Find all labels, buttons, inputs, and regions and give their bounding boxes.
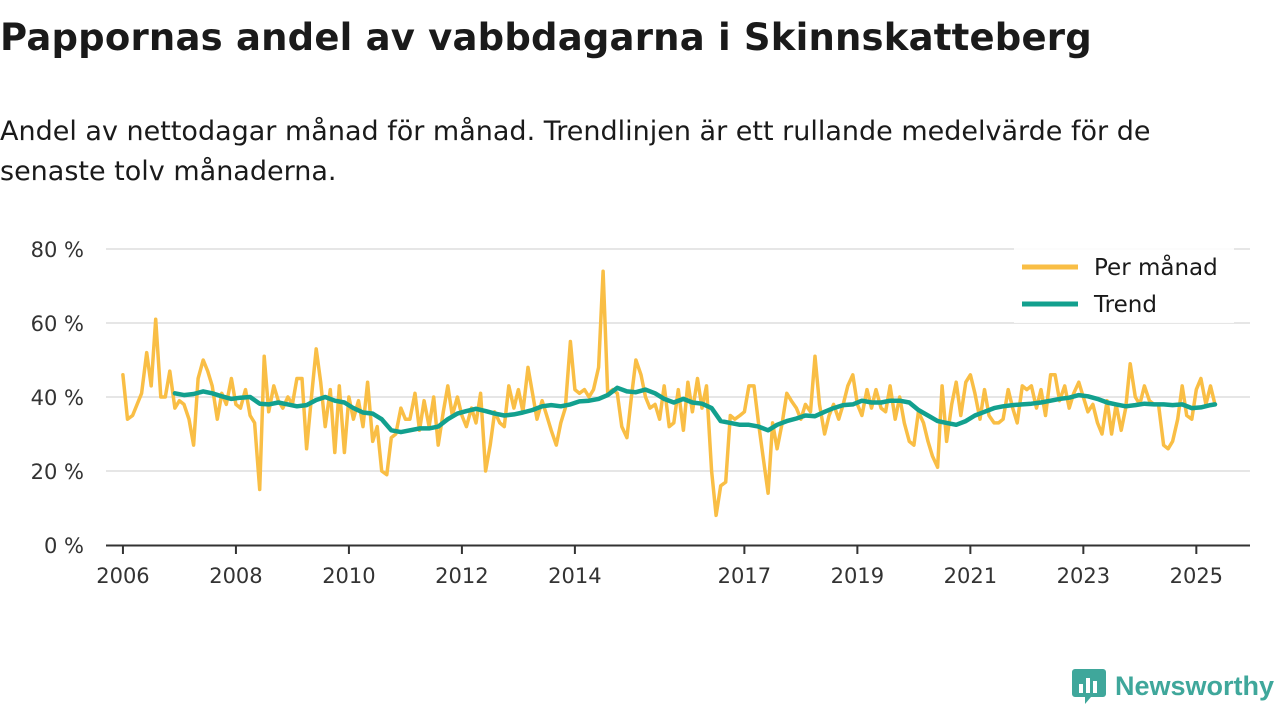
y-tick-label: 0 %: [44, 534, 84, 558]
x-tick-label: 2008: [209, 564, 262, 588]
x-tick-label: 2023: [1057, 564, 1110, 588]
x-tick-label: 2012: [435, 564, 488, 588]
x-tick-label: 2025: [1170, 564, 1223, 588]
series-line-per-manad: [121, 269, 1217, 518]
x-tick-label: 2019: [831, 564, 884, 588]
chart-title: Pappornas andel av vabbdagarna i Skinnsk…: [0, 16, 1092, 59]
newsworthy-logo-icon: [1071, 669, 1106, 704]
legend-background: [1014, 245, 1234, 323]
brand-name: Newsworthy: [1114, 670, 1274, 701]
y-tick-label: 80 %: [31, 238, 84, 262]
brand-logo: Newsworthy: [1071, 666, 1274, 706]
series-line-trend: [172, 385, 1218, 435]
legend-label-trend: Trend: [1093, 292, 1157, 318]
y-tick-label: 60 %: [31, 312, 84, 336]
y-tick-label: 20 %: [31, 460, 84, 484]
y-tick-label: 40 %: [31, 386, 84, 410]
x-tick-label: 2021: [944, 564, 997, 588]
x-tick-label: 2014: [548, 564, 601, 588]
x-tick-label: 2006: [96, 564, 149, 588]
x-tick-label: 2010: [322, 564, 375, 588]
chart-subtitle: Andel av nettodagar månad för månad. Tre…: [0, 116, 1151, 187]
x-tick-label: 2017: [718, 564, 771, 588]
legend-label-per-manad: Per månad: [1094, 253, 1218, 281]
